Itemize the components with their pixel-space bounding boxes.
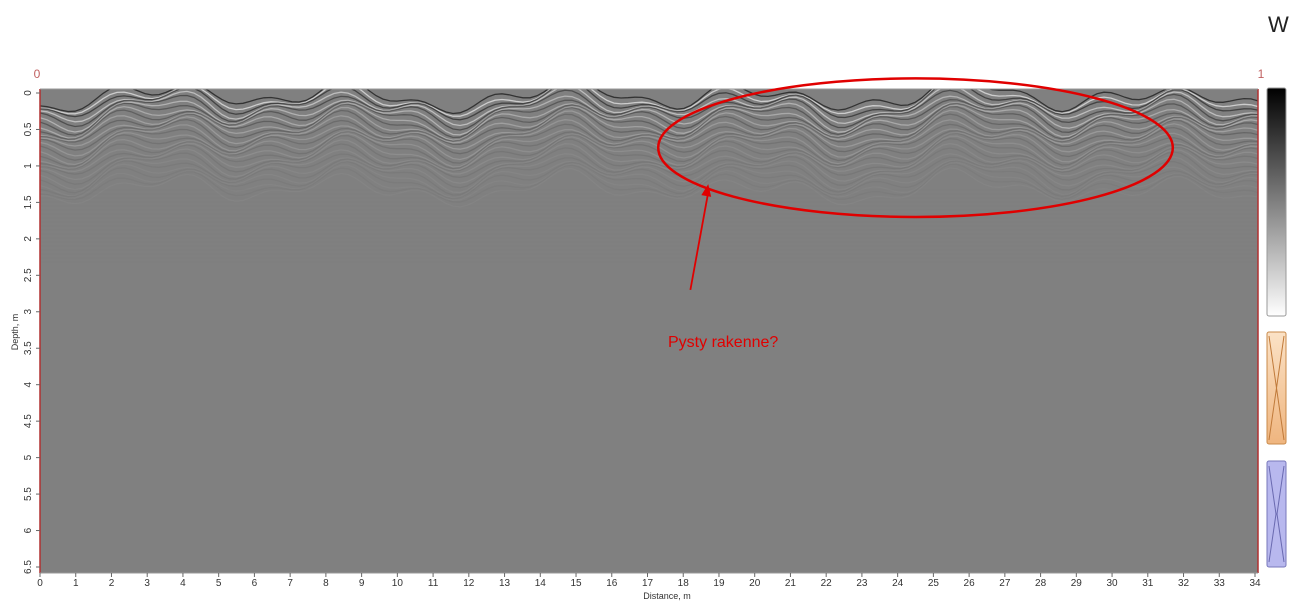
x-tick-label: 1: [73, 578, 79, 589]
x-tick-label: 3: [144, 578, 150, 589]
x-tick-label: 24: [892, 578, 904, 589]
radargram-background: [40, 89, 1258, 573]
y-tick-label: 0.5: [23, 122, 34, 136]
radargram-reflections: [40, 89, 1258, 327]
x-tick-label: 16: [606, 578, 618, 589]
direction-label: W: [1268, 12, 1289, 37]
x-tick-label: 17: [642, 578, 654, 589]
x-tick-label: 5: [216, 578, 222, 589]
x-tick-label: 6: [252, 578, 258, 589]
y-tick-label: 6: [23, 527, 34, 533]
x-tick-label: 2: [109, 578, 115, 589]
y-tick-label: 2.5: [23, 268, 34, 282]
x-tick-label: 18: [678, 578, 690, 589]
top-marker-label: 0: [34, 67, 41, 81]
x-tick-label: 31: [1142, 578, 1154, 589]
x-tick-label: 30: [1106, 578, 1118, 589]
x-tick-label: 27: [999, 578, 1011, 589]
y-tick-label: 1: [23, 163, 34, 169]
top-marker-label: 1: [1258, 67, 1265, 81]
x-tick-label: 32: [1178, 578, 1190, 589]
x-axis-title: Distance, m: [643, 591, 691, 601]
annotation-arrow-head: [701, 184, 712, 197]
x-tick-label: 29: [1071, 578, 1083, 589]
x-tick-label: 34: [1249, 578, 1261, 589]
y-tick-label: 1.5: [23, 195, 34, 209]
x-tick-label: 13: [499, 578, 511, 589]
x-tick-label: 26: [964, 578, 976, 589]
x-tick-label: 21: [785, 578, 797, 589]
y-tick-label: 0: [23, 90, 34, 96]
x-tick-label: 4: [180, 578, 186, 589]
x-tick-label: 14: [535, 578, 547, 589]
x-tick-label: 8: [323, 578, 329, 589]
x-tick-label: 10: [392, 578, 404, 589]
x-tick-label: 25: [928, 578, 940, 589]
x-tick-label: 12: [463, 578, 475, 589]
colorscale-bar: [1266, 87, 1287, 317]
y-tick-label: 4.5: [23, 414, 34, 428]
y-tick-label: 5: [23, 454, 34, 460]
y-tick-label: 6.5: [23, 560, 34, 574]
y-tick-label: 5.5: [23, 487, 34, 501]
annotation-arrow-line: [689, 191, 710, 291]
y-tick-label: 3: [23, 309, 34, 315]
y-tick-label: 2: [23, 236, 34, 242]
x-tick-label: 22: [821, 578, 833, 589]
y-tick-label: 4: [23, 381, 34, 387]
x-tick-label: 15: [570, 578, 582, 589]
y-axis-title: Depth, m: [10, 314, 20, 351]
x-tick-label: 9: [359, 578, 365, 589]
gain-panel-lines: [1268, 335, 1285, 441]
x-tick-label: 20: [749, 578, 761, 589]
x-tick-label: 11: [428, 578, 439, 589]
x-tick-label: 0: [37, 578, 43, 589]
x-tick-label: 7: [287, 578, 293, 589]
y-tick-label: 3.5: [23, 341, 34, 355]
annotation-ellipse: [656, 77, 1175, 219]
x-tick-label: 28: [1035, 578, 1047, 589]
x-tick-label: 23: [856, 578, 868, 589]
filter-panel-lines: [1268, 465, 1285, 563]
x-tick-label: 19: [713, 578, 725, 589]
x-tick-label: 33: [1214, 578, 1226, 589]
annotation-label: Pysty rakenne?: [668, 334, 778, 351]
